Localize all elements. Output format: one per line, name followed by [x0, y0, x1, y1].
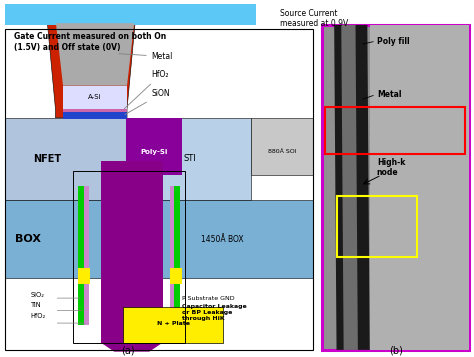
Text: Gate Current measured on both On
(1.5V) and Off state (0V): Gate Current measured on both On (1.5V) … [14, 32, 166, 51]
Polygon shape [341, 25, 358, 350]
Text: SiON: SiON [125, 89, 170, 115]
Text: A-Si: A-Si [88, 94, 101, 100]
Bar [73, 171, 185, 343]
Polygon shape [63, 86, 127, 109]
Bar [126, 118, 182, 175]
Text: HfO₂: HfO₂ [124, 70, 169, 109]
Bar [174, 186, 180, 325]
Text: Source Current
measured at 0.9V: Source Current measured at 0.9V [280, 9, 348, 28]
Bar [78, 186, 84, 325]
Bar [5, 200, 152, 278]
Bar [5, 118, 152, 200]
Bar [101, 161, 163, 343]
Bar [5, 4, 256, 25]
Text: (b): (b) [389, 345, 403, 355]
Bar [84, 186, 89, 325]
Text: STI: STI [183, 154, 196, 164]
Polygon shape [334, 25, 370, 350]
Bar [152, 200, 313, 278]
Polygon shape [47, 23, 135, 118]
Bar [337, 196, 417, 257]
Text: HfO₂: HfO₂ [31, 313, 46, 319]
Polygon shape [101, 343, 163, 352]
Text: NFET: NFET [33, 154, 62, 164]
Polygon shape [56, 23, 134, 86]
Bar [78, 268, 90, 284]
Bar [123, 307, 223, 343]
Bar [325, 107, 465, 154]
Text: SiO₂: SiO₂ [31, 292, 45, 297]
Text: (a): (a) [121, 345, 135, 355]
Text: Metal: Metal [119, 52, 173, 61]
Text: Poly-Si: Poly-Si [140, 149, 168, 155]
Bar [322, 25, 469, 350]
Bar [5, 29, 313, 350]
Text: Capacitor Leakage
or BP Leakage
through HiK: Capacitor Leakage or BP Leakage through … [182, 304, 247, 321]
Text: P Substrate GND: P Substrate GND [182, 296, 235, 301]
Polygon shape [63, 112, 127, 119]
Text: Poly fill: Poly fill [377, 36, 410, 46]
Text: 1450Å BOX: 1450Å BOX [201, 235, 244, 244]
Text: Metal: Metal [377, 90, 401, 99]
Bar [152, 118, 251, 200]
Polygon shape [63, 109, 127, 112]
Bar [370, 25, 469, 350]
Text: BOX: BOX [16, 234, 41, 244]
Text: TiN: TiN [31, 302, 41, 308]
Bar [170, 186, 174, 325]
Bar [170, 268, 182, 284]
Text: N + Plate: N + Plate [156, 321, 190, 326]
Bar [251, 118, 313, 175]
Text: High-k
node: High-k node [377, 158, 405, 177]
Text: 880Å SOI: 880Å SOI [268, 149, 296, 154]
